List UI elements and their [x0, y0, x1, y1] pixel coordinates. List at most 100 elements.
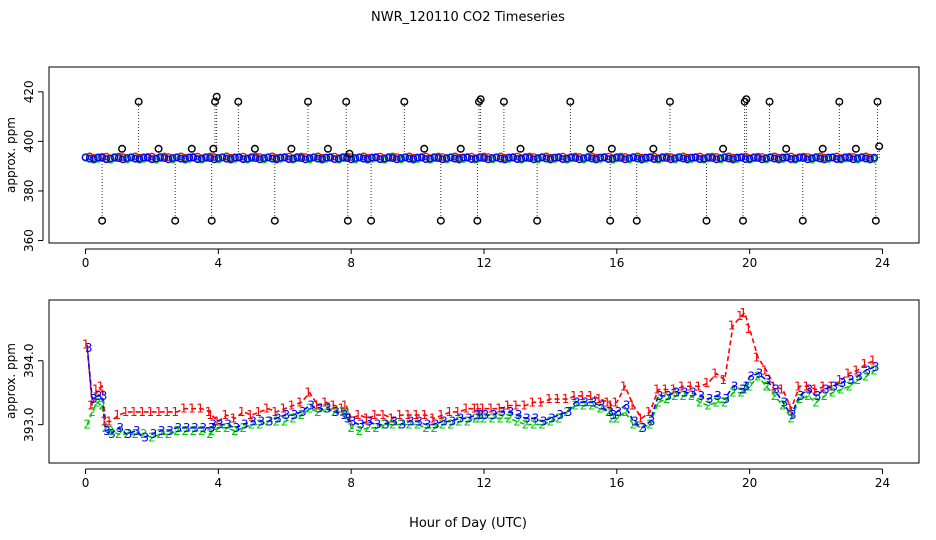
top-outlier-point [739, 216, 748, 225]
bottom-point-label-series-1: 1 [661, 382, 669, 396]
top-point-series-3 [803, 155, 812, 164]
top-outlier-point [742, 95, 751, 104]
bottom-point-label-series-3: 3 [747, 370, 755, 384]
top-point-series-3 [368, 153, 376, 162]
bottom-point-label-series-3: 3 [274, 411, 282, 425]
bottom-point-label-series-2: 2 [870, 363, 878, 377]
top-point-series-3 [534, 154, 542, 162]
bottom-point-label-series-2: 2 [405, 418, 413, 432]
bottom-point-label-series-2: 2 [646, 418, 654, 432]
top-point-series-3 [484, 155, 493, 164]
bottom-point-label-series-3: 3 [465, 411, 473, 425]
top-point-series-3 [330, 155, 339, 164]
bottom-point-label-series-1: 1 [138, 405, 146, 419]
bottom-point-label-series-2: 2 [339, 405, 347, 419]
bottom-point-label-series-2: 2 [93, 395, 101, 409]
bottom-point-label-series-3: 3 [382, 418, 390, 432]
bottom-point-label-series-3: 3 [440, 414, 448, 428]
top-x-tick-label: 12 [476, 256, 491, 270]
bottom-point-label-series-2: 2 [522, 418, 530, 432]
top-point-series-3 [779, 153, 787, 162]
bottom-point-label-series-3: 3 [100, 389, 108, 403]
top-point-series-3 [297, 154, 306, 163]
top-point-series-3 [749, 153, 758, 162]
top-outlier-point [118, 144, 127, 153]
top-outlier-point [342, 97, 351, 106]
bottom-point-label-series-2: 2 [596, 402, 604, 416]
bottom-point-label-series-1: 1 [620, 379, 628, 393]
top-point-series-3 [268, 154, 277, 163]
top-point-series-3 [791, 154, 800, 163]
top-point-series-3 [114, 154, 123, 163]
top-point-series-3 [824, 153, 833, 162]
bottom-point-label-series-2: 2 [372, 421, 380, 435]
top-point-series-3 [828, 153, 837, 162]
top-outlier-point [154, 144, 163, 153]
top-point-series-3 [708, 154, 717, 162]
top-point-series-3 [812, 153, 820, 161]
top-outlier-point [345, 149, 354, 158]
top-point-series-3 [505, 153, 513, 162]
bottom-x-tick-label: 4 [215, 476, 223, 490]
bottom-point-label-series-3: 3 [847, 373, 855, 387]
bottom-point-label-series-1: 1 [479, 402, 487, 416]
top-outlier-point [211, 97, 220, 106]
bottom-point-label-series-2: 2 [555, 411, 563, 425]
bottom-point-label-series-3: 3 [85, 341, 93, 355]
bottom-point-label-series-2: 2 [762, 379, 770, 393]
top-point-series-3 [388, 154, 397, 162]
top-point-series-3 [808, 154, 816, 162]
bottom-point-label-series-1: 1 [230, 411, 238, 425]
bottom-point-label-series-3: 3 [548, 411, 556, 425]
bottom-point-label-series-1: 1 [528, 395, 536, 409]
top-outlier-point [134, 97, 143, 106]
top-point-series-3 [625, 154, 634, 162]
top-point-series-3 [89, 155, 98, 163]
bottom-point-label-series-1: 1 [570, 389, 578, 403]
bottom-point-label-series-3: 3 [515, 408, 523, 422]
top-point-series-3 [438, 155, 447, 164]
bottom-point-label-series-1: 1 [553, 392, 561, 406]
bottom-point-label-series-2: 2 [804, 389, 812, 403]
bottom-point-label-series-2: 2 [356, 424, 364, 438]
bottom-point-label-series-2: 2 [505, 411, 513, 425]
bottom-point-label-series-3: 3 [764, 373, 772, 387]
bottom-point-label-series-2: 2 [688, 389, 696, 403]
top-point-series-3 [280, 153, 289, 162]
bottom-point-label-series-2: 2 [389, 418, 397, 432]
top-point-series-3 [98, 153, 106, 162]
top-point-series-3 [156, 153, 165, 161]
bottom-point-label-series-1: 1 [794, 379, 802, 393]
bottom-point-label-series-1: 1 [869, 354, 877, 368]
top-x-tick-label: 4 [215, 256, 223, 270]
bottom-point-label-series-2: 2 [754, 370, 762, 384]
bottom-point-label-series-3: 3 [299, 405, 307, 419]
bottom-point-label-series-2: 2 [381, 418, 389, 432]
bottom-point-label-series-3: 3 [208, 421, 216, 435]
top-outlier-point [343, 216, 352, 225]
bottom-point-label-series-2: 2 [862, 370, 870, 384]
top-outlier-point [835, 97, 844, 106]
top-point-series-3 [231, 153, 239, 162]
top-point-series-3 [550, 153, 559, 162]
top-point-series-3 [206, 154, 214, 163]
top-outlier-point [287, 144, 296, 153]
bottom-point-label-series-3: 3 [540, 414, 548, 428]
top-point-series-3 [571, 154, 580, 162]
bottom-point-label-series-1: 1 [163, 405, 171, 419]
bottom-point-label-series-2: 2 [364, 421, 372, 435]
top-point-series-3 [181, 155, 189, 163]
bottom-point-label-series-1: 1 [338, 402, 346, 416]
top-point-series-3 [301, 155, 310, 164]
top-point-series-3 [500, 155, 509, 163]
bottom-point-label-series-3: 3 [772, 382, 780, 396]
bottom-point-label-series-2: 2 [746, 379, 754, 393]
bottom-point-label-series-3: 3 [590, 395, 598, 409]
bottom-point-label-series-2: 2 [488, 411, 496, 425]
bottom-point-label-series-3: 3 [307, 398, 315, 412]
top-point-series-3 [559, 155, 567, 164]
bottom-point-label-series-3: 3 [615, 405, 623, 419]
top-point-series-3 [326, 153, 335, 162]
